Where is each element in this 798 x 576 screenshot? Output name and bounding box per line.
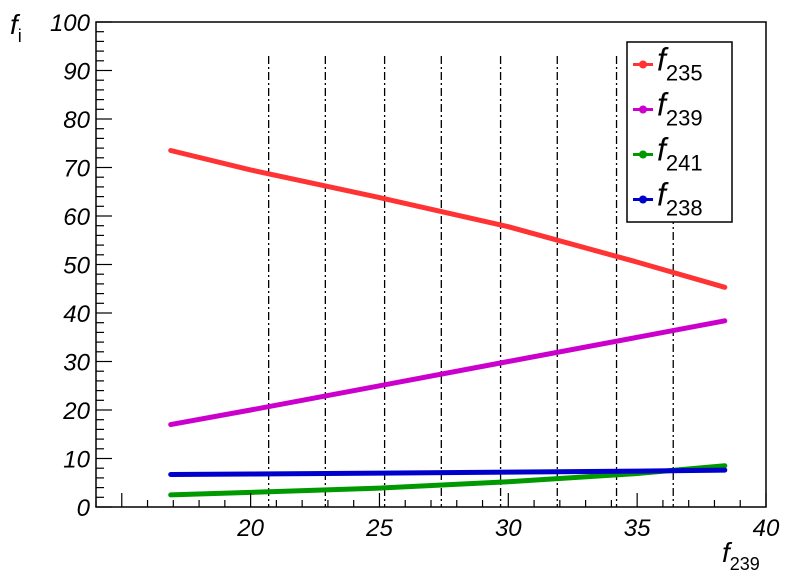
x-tick-label: 25 [365,515,393,542]
legend-swatch-dot-235 [639,60,647,69]
axis-ticks [95,21,767,508]
series-line-238 [168,467,728,477]
x-axis-title-sub: 239 [730,554,760,574]
y-tick-label: 40 [63,301,90,328]
x-tick-label: 40 [753,515,780,542]
series-line-239 [168,318,728,428]
x-axis-title-main: f [722,537,733,568]
legend-label-sub: 239 [666,106,703,131]
x-axis-title: f239 [722,537,760,574]
legend-label-239: f239 [657,87,703,131]
legend-label-sub: 241 [666,151,703,176]
y-tick-label: 10 [63,447,90,474]
y-tick-label: 80 [63,107,90,134]
y-tick-label: 60 [63,204,90,231]
y-tick-label: 90 [63,59,90,86]
y-axis-title: fi [10,9,22,46]
y-tick-label: 20 [62,398,90,425]
legend-label-241: f241 [657,132,703,176]
x-tick-label: 30 [495,515,522,542]
y-tick-label: 50 [63,253,90,280]
legend-swatch-dot-241 [639,150,647,159]
legend-swatch-dot-238 [639,195,647,204]
legend-label-sub: 235 [666,61,703,86]
y-tick-label: 100 [50,10,91,37]
legend-swatch-dot-239 [639,105,647,114]
y-tick-label: 70 [63,156,90,183]
y-axis-title-main: f [10,9,21,40]
legend-box [626,41,733,223]
x-tick-label: 35 [624,515,651,542]
tick-labels: 20 25 30 35 40 0 10 20 30 40 50 60 70 80 90 100 [50,10,780,542]
series-lines [168,148,728,498]
y-tick-label: 0 [77,495,91,522]
x-tick-label: 20 [236,515,264,542]
legend-label-sub: 238 [666,196,703,221]
y-axis-title-sub: i [18,26,22,46]
y-tick-label: 30 [63,350,90,377]
series-line-235 [168,148,728,290]
legend-label-238: f238 [657,177,703,221]
